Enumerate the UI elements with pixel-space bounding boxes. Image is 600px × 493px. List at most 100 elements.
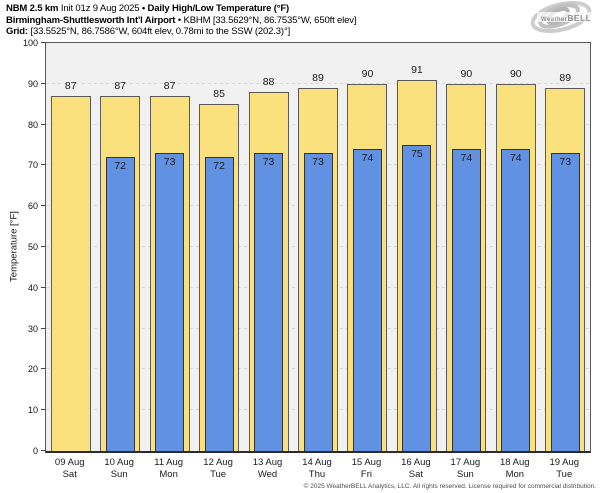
low-value-label: 74 [361,152,374,165]
y-tick-mark [41,286,45,288]
y-axis: 0 10 20 30 40 50 60 70 80 90 100 [0,38,45,456]
bar-low: 74 [501,149,531,451]
high-value-label: 88 [262,75,275,88]
station-meta: KBHM [33.5629°N, 86.7535°W, 650ft elev] [183,14,357,26]
y-tick-mark [41,368,45,370]
x-tick-date: 19 Aug [549,457,580,468]
low-value-label: 75 [411,148,423,160]
y-tick-label-90: 90 [27,78,38,89]
bar-low: 73 [303,153,333,451]
x-tick-label: 09 Aug Sat [45,457,94,480]
low-value-label: 73 [163,156,176,169]
low-value-label: 72 [213,160,225,173]
high-value-label: 87 [163,80,176,93]
low-value-label: 73 [262,156,275,169]
x-tick-date: 12 Aug [203,457,233,468]
x-tick-day: Mon [159,468,178,480]
chart-header: NBM 2.5 km Init 01z 9 Aug 2025 • Daily H… [6,3,357,38]
y-tick-label-20: 20 [27,364,38,375]
header-line-3: Grid: [33.5525°N, 86.7586°W, 604ft elev,… [6,26,356,38]
y-axis-title: Temperature [°F] [8,211,20,282]
x-tick-label: 17 Aug Sun [441,457,490,480]
x-tick-label: 11 Aug Mon [144,457,193,480]
high-value-label: 85 [213,88,225,101]
svg-text:WeatherBELL: WeatherBELL [541,13,591,23]
x-tick-date: 17 Aug [450,457,481,468]
x-tick-day: Sun [456,468,474,480]
x-tick-date: 13 Aug [252,457,283,468]
high-value-label: 87 [64,80,77,93]
copyright-notice: © 2025 WeatherBELL Analytics, LLC. All r… [303,483,596,490]
bar-high [50,96,91,451]
y-tick-mark [41,409,45,411]
y-tick-label-50: 50 [27,242,38,252]
plot-area: 87 87 72 87 73 85 72 88 73 89 73 90 74 91 75 90 74 90 74 89… [45,42,591,453]
bar-low: 75 [402,145,432,451]
y-tick-label-60: 60 [27,201,38,212]
separator-dot: • [177,14,182,26]
y-tick-mark [41,42,45,43]
x-tick-day: Fri [360,468,372,480]
high-value-label: 87 [114,80,127,93]
y-tick-mark [41,82,45,84]
x-tick-day: Thu [308,468,326,480]
bar-low: 72 [204,157,234,451]
x-tick-date: 15 Aug [351,457,382,468]
bar-low: 73 [155,153,185,451]
x-tick-day: Tue [556,468,573,480]
y-tick-mark [41,450,45,451]
weatherbell-logo: WeatherBELL [526,0,596,34]
grid-coords: [33.5525°N, 86.7586°W, 604ft elev, 0.78m… [30,26,291,38]
x-tick-label: 16 Aug Sat [391,457,440,480]
x-tick-date: 14 Aug [302,457,332,468]
low-value-label: 74 [460,152,473,165]
x-tick-day: Sat [62,468,77,480]
y-tick-mark [41,246,45,247]
x-tick-label: 10 Aug Sun [94,457,143,480]
low-value-label: 73 [312,156,324,169]
x-tick-day: Sun [110,468,128,480]
high-value-label: 89 [559,71,572,84]
x-tick-date: 09 Aug [54,457,85,468]
y-tick-mark [41,205,45,207]
grid-label: Grid: [6,26,28,38]
x-tick-date: 18 Aug [500,457,530,468]
high-value-label: 91 [411,63,423,76]
bar-low: 73 [254,153,284,451]
y-tick-label-0: 0 [32,446,38,456]
bar-low: 72 [105,157,135,451]
x-tick-date: 11 Aug [154,457,184,468]
y-tick-label-40: 40 [27,282,38,293]
y-tick-mark [41,327,45,329]
x-tick-day: Sat [408,468,424,480]
y-tick-label-100: 100 [22,38,38,48]
x-tick-day: Wed [257,468,278,480]
low-value-label: 73 [559,156,572,169]
y-tick-label-30: 30 [27,323,38,334]
x-tick-day: Tue [210,468,227,480]
chart-title: Daily High/Low Temperature (°F) [147,3,290,14]
y-tick-label-10: 10 [27,405,38,416]
bar-low: 74 [352,149,382,451]
bar-low: 74 [451,149,481,451]
high-value-label: 90 [460,67,473,80]
logo-text-weather: Weather [541,17,568,23]
x-tick-date: 16 Aug [401,457,431,468]
x-tick-label: 18 Aug Mon [490,457,539,480]
init-time: Init 01z 9 Aug 2025 [60,3,140,14]
y-tick-label-70: 70 [27,160,38,171]
y-tick-mark [41,164,45,166]
high-value-label: 90 [509,67,522,80]
hurricane-swirl-icon: WeatherBELL [530,0,592,34]
x-tick-label: 19 Aug Tue [540,457,589,480]
x-tick-day: Mon [505,468,525,480]
low-value-label: 72 [114,160,127,173]
station-name: Birmingham-Shuttlesworth Int'l Airport [6,14,176,26]
gridline-90 [46,82,590,84]
y-tick-mark [41,123,45,125]
header-line-2: Birmingham-Shuttlesworth Int'l Airport •… [6,14,357,27]
low-value-label: 74 [509,152,522,165]
logo-text-bell: BELL [567,13,591,23]
x-axis: 09 Aug Sat 10 Aug Sun 11 Aug Mon 12 Aug Tue 13 A… [45,457,591,481]
